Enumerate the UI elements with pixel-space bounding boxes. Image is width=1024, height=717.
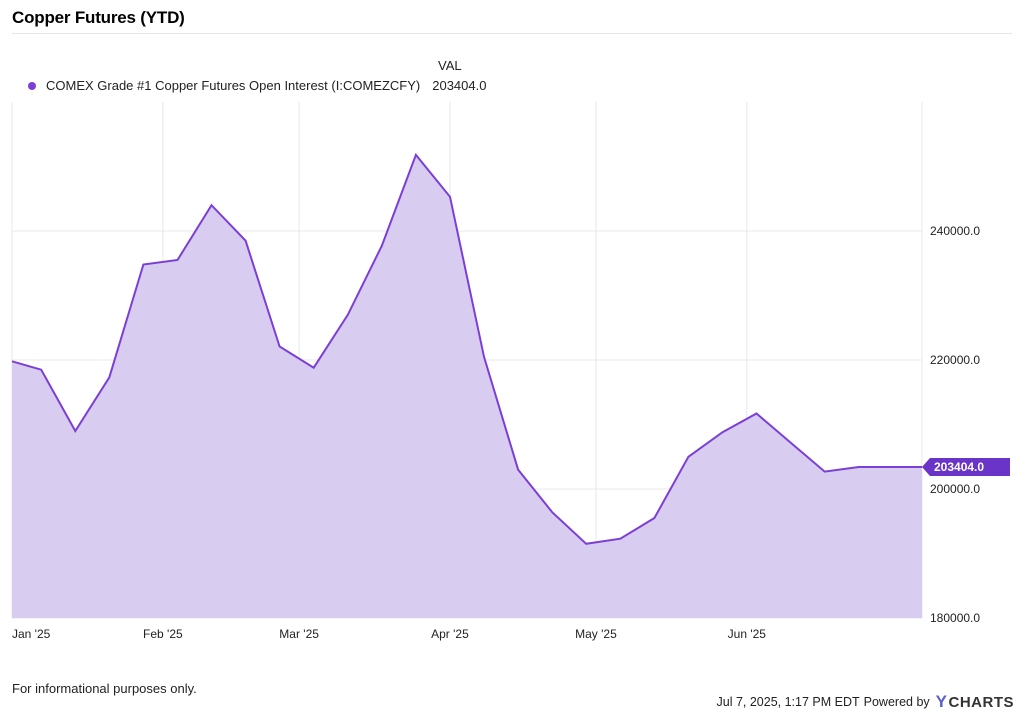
footer-credit: Jul 7, 2025, 1:17 PM EDT Powered by Y CH… xyxy=(717,692,1015,712)
brand-name: CHARTS xyxy=(948,693,1014,711)
legend-series-value: 203404.0 xyxy=(432,78,487,93)
x-tick-label: Feb '25 xyxy=(143,627,183,641)
x-tick-label: May '25 xyxy=(575,627,617,641)
x-tick-label: Jun '25 xyxy=(728,627,767,641)
powered-by-text: Powered by xyxy=(863,695,930,709)
y-tick-label: 220000.0 xyxy=(930,353,980,367)
last-value-badge-text: 203404.0 xyxy=(934,460,984,474)
ycharts-y-icon: Y xyxy=(935,692,948,711)
x-tick-label: Apr '25 xyxy=(431,627,469,641)
y-tick-label: 180000.0 xyxy=(930,611,980,625)
x-tick-label: Mar '25 xyxy=(279,627,319,641)
disclaimer: For informational purposes only. xyxy=(12,681,197,696)
ycharts-logo[interactable]: Y CHARTS xyxy=(936,692,1014,712)
legend-dot-icon xyxy=(28,81,36,90)
legend-series-label: COMEX Grade #1 Copper Futures Open Inter… xyxy=(46,78,421,93)
title-divider xyxy=(12,33,1012,34)
y-tick-label: 240000.0 xyxy=(930,224,980,238)
last-value-badge-shape xyxy=(922,458,1010,477)
x-tick-label: Jan '25 xyxy=(12,627,51,641)
legend-value-header: VAL xyxy=(438,58,462,73)
y-tick-label: 200000.0 xyxy=(930,482,980,496)
last-value-badge: 203404.0 xyxy=(922,458,1010,477)
chart-title: Copper Futures (YTD) xyxy=(12,8,185,27)
series-area xyxy=(12,154,922,618)
series-line xyxy=(11,152,922,545)
legend-entry[interactable]: COMEX Grade #1 Copper Futures Open Inter… xyxy=(28,78,486,93)
x-axis: Jan '25 Feb '25 Mar '25 Apr '25 May '25 Jun '… xyxy=(12,627,766,641)
y-axis: 180000.0 200000.0 220000.0 240000.0 xyxy=(930,224,980,625)
timestamp: Jul 7, 2025, 1:17 PM EDT xyxy=(716,695,860,709)
